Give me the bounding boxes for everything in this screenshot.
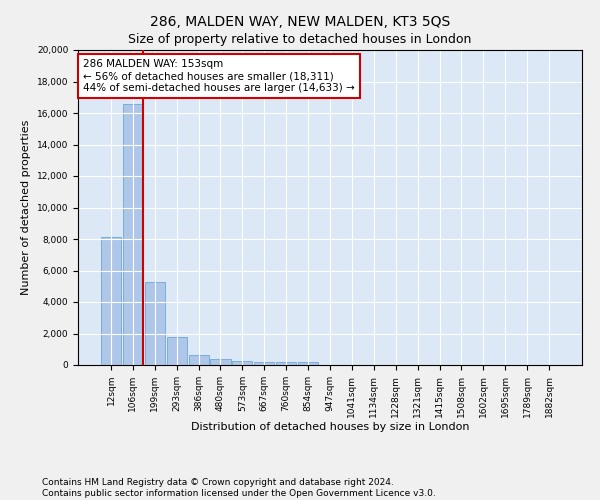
Y-axis label: Number of detached properties: Number of detached properties: [21, 120, 31, 295]
Bar: [167, 338, 187, 365]
Bar: [254, 362, 274, 365]
Bar: [145, 282, 165, 365]
Bar: [188, 355, 209, 365]
Text: Size of property relative to detached houses in London: Size of property relative to detached ho…: [128, 32, 472, 46]
Bar: [276, 362, 296, 365]
Bar: [101, 238, 121, 365]
Bar: [123, 104, 143, 365]
Bar: [211, 360, 230, 365]
Text: 286, MALDEN WAY, NEW MALDEN, KT3 5QS: 286, MALDEN WAY, NEW MALDEN, KT3 5QS: [150, 15, 450, 29]
Bar: [298, 362, 318, 365]
X-axis label: Distribution of detached houses by size in London: Distribution of detached houses by size …: [191, 422, 469, 432]
Text: Contains HM Land Registry data © Crown copyright and database right 2024.
Contai: Contains HM Land Registry data © Crown c…: [42, 478, 436, 498]
Bar: [232, 360, 253, 365]
Text: 286 MALDEN WAY: 153sqm
← 56% of detached houses are smaller (18,311)
44% of semi: 286 MALDEN WAY: 153sqm ← 56% of detached…: [83, 60, 355, 92]
